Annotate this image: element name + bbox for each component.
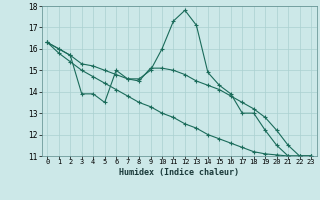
X-axis label: Humidex (Indice chaleur): Humidex (Indice chaleur) — [119, 168, 239, 177]
